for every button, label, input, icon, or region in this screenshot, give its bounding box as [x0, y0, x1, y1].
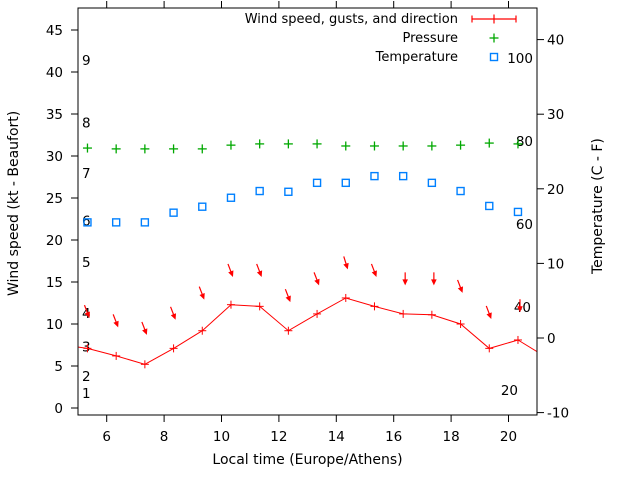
y-right-tick-label: 40	[547, 33, 564, 49]
temperature-point	[370, 171, 379, 181]
beaufort-scale-label: 8	[82, 115, 91, 131]
temperature-square-legend-icon	[489, 52, 499, 62]
beaufort-scale-label: 6	[82, 214, 91, 230]
inner-scale-label: 20	[501, 383, 518, 399]
wind-direction-arrowhead	[457, 286, 464, 293]
wind-direction-arrowhead	[170, 313, 177, 320]
temperature-point	[341, 178, 350, 188]
x-tick-label: 8	[160, 429, 169, 445]
x-tick-label: 6	[102, 429, 111, 445]
temperature-point	[255, 186, 264, 196]
x-tick-label: 12	[270, 429, 287, 445]
legend-entry-wind: Wind speed, gusts, and direction	[245, 10, 518, 28]
temperature-point	[456, 186, 465, 196]
temperature-point	[427, 178, 437, 188]
x-tick-label: 16	[385, 429, 402, 445]
temperature-point	[83, 218, 92, 227]
x-tick-label: 14	[328, 429, 345, 445]
wind-direction-arrowhead	[343, 262, 349, 270]
wind-direction-arrowhead	[142, 328, 148, 335]
inner-scale-label: 60	[516, 217, 533, 233]
wind-direction-arrowhead	[431, 279, 437, 286]
wind-direction-arrowhead	[371, 270, 377, 277]
temperature-point	[198, 202, 207, 211]
legend-label-pressure: Pressure	[402, 30, 458, 46]
y-left-tick-label: 40	[46, 65, 63, 81]
wind-direction-arrowhead	[256, 270, 263, 277]
beaufort-scale-label: 5	[82, 255, 91, 271]
x-tick-label: 20	[500, 429, 517, 445]
y-left-tick-label: 15	[46, 275, 63, 291]
temperature-point	[169, 208, 178, 217]
inner-scale-label: 40	[514, 300, 531, 316]
legend-entry-temperature: Temperature	[376, 48, 518, 66]
wind-direction-arrowhead	[285, 295, 291, 303]
inner-scale-label: 100	[507, 51, 533, 67]
wind-direction-arrowhead	[228, 270, 234, 277]
y-right-tick-label: 20	[547, 182, 564, 198]
wind-direction-arrowhead	[486, 312, 492, 319]
pressure-plus-legend-icon	[489, 33, 499, 43]
y-left-tick-label: 30	[46, 149, 63, 165]
legend-entry-pressure: Pressure	[402, 29, 518, 47]
y-right-axis-title: Temperature (C - F)	[590, 138, 606, 274]
temperature-point	[513, 207, 523, 217]
y-right-tick-label: 10	[547, 256, 564, 272]
beaufort-scale-label: 1	[82, 386, 91, 402]
y-right-tick-label: -10	[547, 406, 569, 422]
wind-direction-arrowhead	[314, 278, 320, 286]
wind-speed-line	[78, 297, 537, 365]
inner-scale-label: 80	[516, 134, 533, 150]
y-left-tick-label: 25	[46, 191, 63, 207]
temperature-point	[398, 171, 408, 181]
temperature-point	[312, 178, 322, 188]
wind-series	[78, 293, 537, 369]
wind-direction-arrowhead	[402, 279, 408, 286]
y-left-tick-label: 45	[46, 23, 63, 39]
x-tick-label: 10	[213, 429, 230, 445]
beaufort-scale-label: 9	[82, 53, 91, 69]
y-left-tick-label: 5	[54, 359, 63, 375]
wind-direction-arrowhead	[199, 293, 205, 300]
x-axis-title: Local time (Europe/Athens)	[212, 452, 403, 468]
temperature-point	[111, 218, 121, 227]
temperature-point	[284, 187, 293, 196]
y-left-tick-label: 10	[46, 317, 63, 333]
wind-direction-arrowhead	[113, 320, 119, 328]
temperature-point	[485, 201, 494, 211]
y-right-tick-label: 30	[547, 107, 564, 123]
wind-errorbar-legend-icon	[471, 14, 517, 24]
temperature-point	[226, 193, 236, 202]
y-left-axis-title: Wind speed (kt - Beaufort)	[6, 110, 22, 296]
wind-direction-arrows	[83, 256, 523, 335]
beaufort-scale-label: 3	[82, 340, 91, 356]
beaufort-scale-label: 7	[82, 166, 91, 182]
legend-label-wind: Wind speed, gusts, and direction	[244, 11, 458, 27]
legend-label-temperature: Temperature	[375, 49, 458, 65]
x-tick-label: 18	[443, 429, 460, 445]
temperature-point	[140, 218, 150, 227]
y-right-tick-label: 0	[547, 331, 556, 347]
wind-direction-arrowhead	[84, 311, 90, 319]
beaufort-scale-label: 2	[82, 369, 91, 385]
plot-border	[77, 7, 538, 416]
y-left-tick-label: 20	[46, 233, 63, 249]
pressure-series	[82, 138, 523, 154]
wind-direction-arrowhead	[517, 306, 523, 313]
temperature-series	[83, 171, 523, 227]
y-left-tick-label: 35	[46, 107, 63, 123]
y-left-tick-label: 0	[54, 401, 63, 417]
